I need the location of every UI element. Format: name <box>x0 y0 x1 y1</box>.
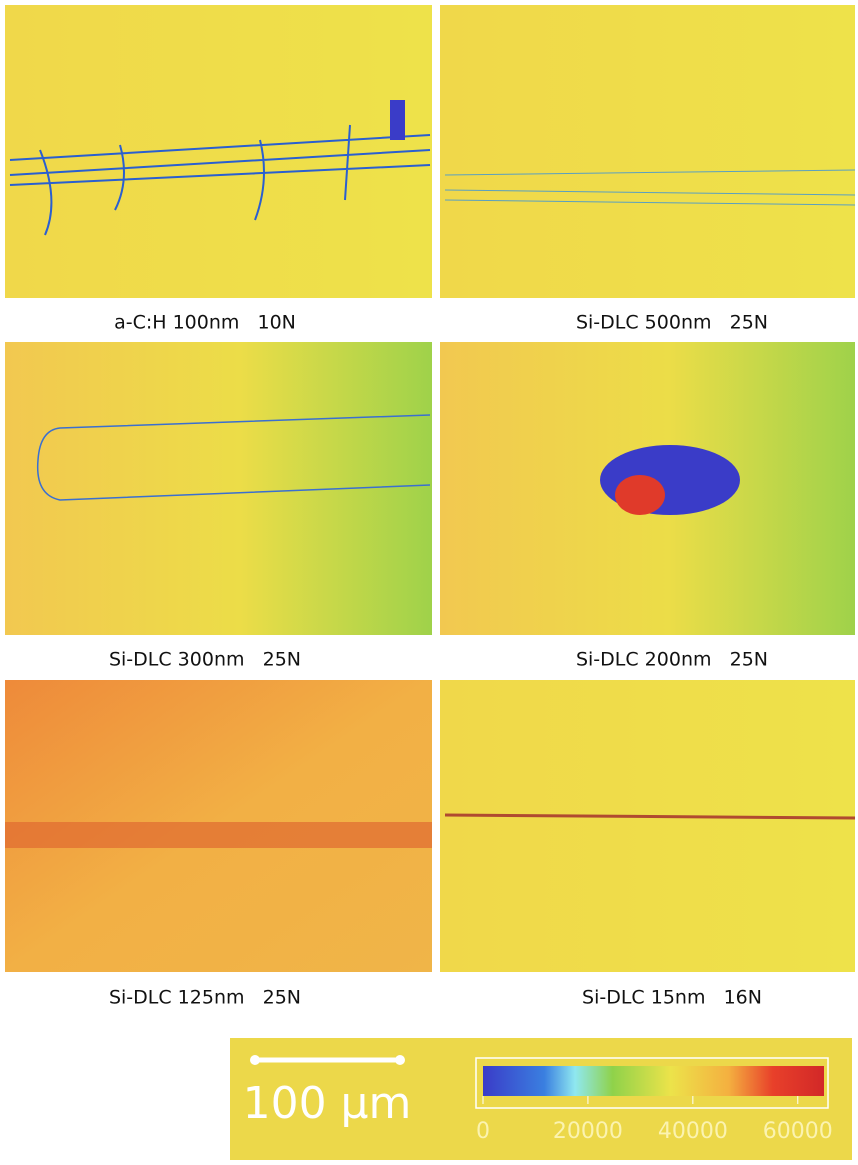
panel-label: Si-DLC 15nm 16N <box>582 987 762 1009</box>
micrograph <box>5 5 432 298</box>
colorbar-tick-label: 40000 <box>658 1119 728 1144</box>
micrograph <box>440 680 855 972</box>
colorbar-gradient <box>483 1066 824 1096</box>
panel-label: Si-DLC 500nm 25N <box>576 312 768 334</box>
panel-label: Si-DLC 125nm 25N <box>109 987 301 1009</box>
scratch <box>5 822 432 848</box>
delamination <box>615 475 665 515</box>
scale-bar-end <box>250 1055 260 1065</box>
scale-bar-label: 100 µm <box>243 1078 412 1129</box>
figure: a-C:H 100nm 10N Si-DLC 500nm 25N Si-DLC … <box>0 0 858 1165</box>
scale-bar-end <box>395 1055 405 1065</box>
delamination <box>390 100 405 140</box>
colorbar-tick-label: 60000 <box>763 1119 833 1144</box>
micrograph <box>5 342 432 635</box>
panel-label: Si-DLC 200nm 25N <box>576 649 768 671</box>
panel-label: Si-DLC 300nm 25N <box>109 649 301 671</box>
colorbar-tick-label: 20000 <box>553 1119 623 1144</box>
panel-label: a-C:H 100nm 10N <box>114 312 296 334</box>
colorbar-tick-label: 0 <box>476 1119 490 1144</box>
micrograph <box>440 5 855 298</box>
